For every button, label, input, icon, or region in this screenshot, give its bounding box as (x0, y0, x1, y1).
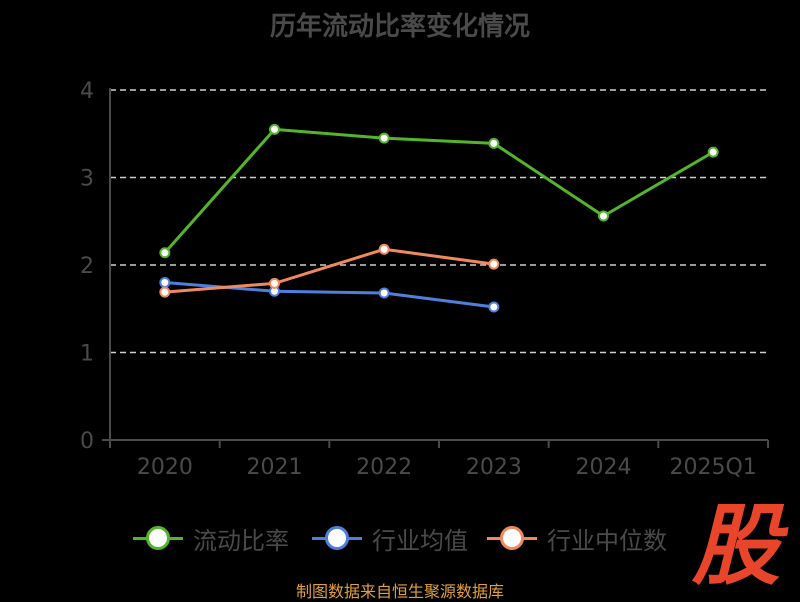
data-point (159, 247, 171, 259)
legend-item[interactable]: 流动比率 (133, 518, 289, 558)
data-point (488, 258, 500, 270)
data-point (378, 132, 390, 144)
legend-swatch (133, 525, 183, 550)
legend-swatch (312, 525, 362, 550)
legend-label: 行业均值 (372, 526, 468, 555)
y-tick-label: 4 (80, 79, 94, 104)
x-tick-label: 2022 (356, 455, 412, 480)
data-point (269, 277, 280, 289)
data-point (269, 123, 280, 135)
grid-lines (110, 89, 768, 354)
legend-label: 流动比率 (193, 526, 289, 555)
data-point (488, 137, 500, 149)
series-lines (159, 123, 719, 313)
chart-title: 历年流动比率变化情况 (269, 12, 530, 42)
axes (102, 88, 769, 448)
data-point (159, 277, 171, 288)
y-tick-label: 2 (80, 254, 94, 279)
x-tick-label: 2025Q1 (670, 455, 757, 480)
legend-item[interactable]: 行业均值 (312, 518, 468, 558)
x-tick-label: 2024 (576, 455, 632, 480)
series-line-1 (164, 281, 495, 309)
data-source-note: 制图数据来自恒生聚源数据库 (295, 582, 504, 601)
y-tick-label: 1 (80, 342, 94, 367)
y-tick-label: 0 (80, 429, 94, 454)
data-point (378, 287, 390, 299)
legend-swatch (487, 525, 537, 550)
data-point (598, 210, 609, 222)
legend-marker (146, 525, 170, 550)
x-tick-label: 2021 (247, 455, 303, 480)
brand-logo: 股 (691, 494, 780, 597)
y-tick-label: 3 (80, 167, 94, 192)
x-tick-label: 2020 (137, 455, 193, 480)
legend-marker (500, 525, 524, 550)
chart-legend: 流动比率 行业均值 行业中位数 (0, 518, 680, 558)
legend-marker (325, 525, 349, 550)
data-point (488, 301, 500, 313)
data-point (707, 146, 719, 158)
data-point (378, 243, 390, 255)
tick-labels: 0 1 2 3 4 2020 2021 2022 2023 2024 2025Q1 (80, 79, 757, 480)
series-line-2 (164, 247, 495, 294)
legend-label: 行业中位数 (547, 526, 667, 555)
data-point (159, 286, 171, 298)
series-line-0 (163, 127, 714, 254)
x-tick-label: 2023 (466, 455, 522, 480)
legend-item[interactable]: 行业中位数 (487, 518, 667, 558)
